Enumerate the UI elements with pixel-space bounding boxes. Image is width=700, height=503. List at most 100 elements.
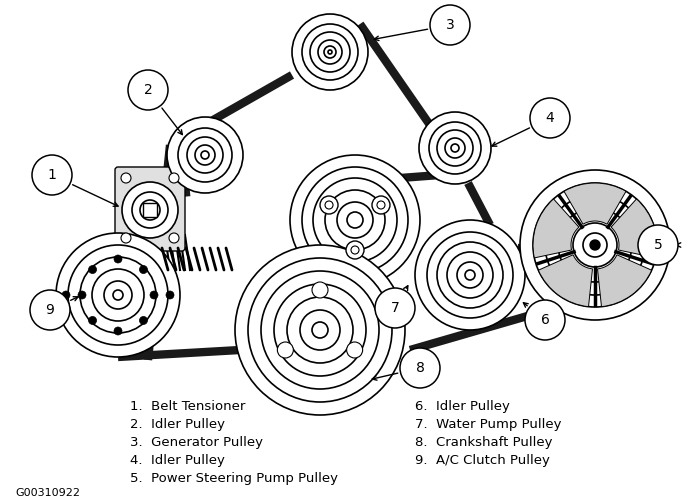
Circle shape: [104, 281, 132, 309]
Circle shape: [302, 167, 408, 273]
Circle shape: [146, 206, 154, 214]
Circle shape: [274, 284, 366, 376]
Circle shape: [121, 233, 131, 243]
Text: 1: 1: [48, 168, 57, 182]
Circle shape: [261, 271, 379, 389]
Text: 6: 6: [540, 313, 550, 327]
Circle shape: [377, 201, 385, 209]
Text: 7: 7: [391, 301, 400, 315]
Circle shape: [139, 316, 148, 324]
Circle shape: [30, 290, 70, 330]
Circle shape: [429, 122, 481, 174]
Circle shape: [290, 155, 420, 285]
Circle shape: [139, 266, 148, 274]
Circle shape: [419, 112, 491, 184]
Circle shape: [573, 223, 617, 267]
Text: G00310922: G00310922: [15, 488, 80, 498]
Circle shape: [430, 5, 470, 45]
Text: 2: 2: [144, 83, 153, 97]
Text: 6.  Idler Pulley: 6. Idler Pulley: [415, 400, 510, 413]
Text: 9.  A/C Clutch Pulley: 9. A/C Clutch Pulley: [415, 454, 550, 467]
Circle shape: [88, 266, 97, 274]
Text: 8: 8: [416, 361, 424, 375]
Circle shape: [195, 145, 215, 165]
Text: 1.  Belt Tensioner: 1. Belt Tensioner: [130, 400, 246, 413]
Wedge shape: [564, 183, 626, 224]
Text: 9: 9: [46, 303, 55, 317]
Circle shape: [302, 24, 358, 80]
Text: 4: 4: [545, 111, 554, 125]
Circle shape: [169, 233, 179, 243]
Circle shape: [68, 245, 168, 345]
Circle shape: [140, 200, 160, 220]
Text: 4.  Idler Pulley: 4. Idler Pulley: [130, 454, 225, 467]
Circle shape: [248, 258, 392, 402]
Circle shape: [150, 291, 158, 299]
Circle shape: [427, 232, 513, 318]
Circle shape: [320, 196, 338, 214]
Circle shape: [187, 137, 223, 173]
Circle shape: [178, 128, 232, 182]
Text: 8.  Crankshaft Pulley: 8. Crankshaft Pulley: [415, 436, 552, 449]
Circle shape: [32, 155, 72, 195]
Wedge shape: [538, 255, 592, 307]
Circle shape: [325, 190, 385, 250]
Circle shape: [533, 183, 657, 307]
Wedge shape: [598, 255, 652, 307]
Circle shape: [587, 237, 603, 253]
Circle shape: [437, 130, 473, 166]
Circle shape: [445, 138, 465, 158]
Bar: [143, 203, 157, 217]
Circle shape: [300, 310, 340, 350]
Circle shape: [337, 202, 373, 238]
Circle shape: [56, 233, 180, 357]
Circle shape: [415, 220, 525, 330]
Circle shape: [346, 241, 364, 259]
Circle shape: [121, 173, 131, 183]
Circle shape: [201, 151, 209, 159]
Circle shape: [312, 322, 328, 338]
Circle shape: [80, 257, 156, 333]
Circle shape: [169, 173, 179, 183]
Circle shape: [583, 233, 607, 257]
Circle shape: [347, 212, 363, 228]
Circle shape: [166, 291, 174, 299]
Circle shape: [457, 262, 483, 288]
Text: 5: 5: [654, 238, 662, 252]
Circle shape: [558, 208, 632, 282]
Text: 3: 3: [446, 18, 454, 32]
Circle shape: [78, 291, 86, 299]
Circle shape: [62, 291, 70, 299]
Circle shape: [520, 170, 670, 320]
Text: 3.  Generator Pulley: 3. Generator Pulley: [130, 436, 263, 449]
Circle shape: [530, 98, 570, 138]
Circle shape: [312, 282, 328, 298]
Circle shape: [451, 144, 459, 152]
Circle shape: [525, 300, 565, 340]
Circle shape: [465, 270, 475, 280]
Wedge shape: [533, 199, 579, 258]
Text: 5.  Power Steering Pump Pulley: 5. Power Steering Pump Pulley: [130, 472, 338, 485]
Circle shape: [113, 290, 123, 300]
Text: 2.  Idler Pulley: 2. Idler Pulley: [130, 418, 225, 431]
Circle shape: [372, 196, 390, 214]
FancyBboxPatch shape: [115, 167, 185, 251]
Circle shape: [114, 327, 122, 335]
Text: 7.  Water Pump Pulley: 7. Water Pump Pulley: [415, 418, 561, 431]
Circle shape: [318, 40, 342, 64]
Circle shape: [167, 117, 243, 193]
Circle shape: [324, 46, 336, 58]
Circle shape: [437, 242, 503, 308]
Circle shape: [132, 192, 168, 228]
Circle shape: [287, 297, 353, 363]
Circle shape: [346, 342, 363, 358]
Circle shape: [375, 288, 415, 328]
Circle shape: [351, 246, 359, 254]
Circle shape: [92, 269, 144, 321]
Circle shape: [122, 182, 178, 238]
Circle shape: [400, 348, 440, 388]
Wedge shape: [611, 199, 657, 258]
Circle shape: [545, 195, 645, 295]
Circle shape: [310, 32, 350, 72]
Circle shape: [447, 252, 493, 298]
